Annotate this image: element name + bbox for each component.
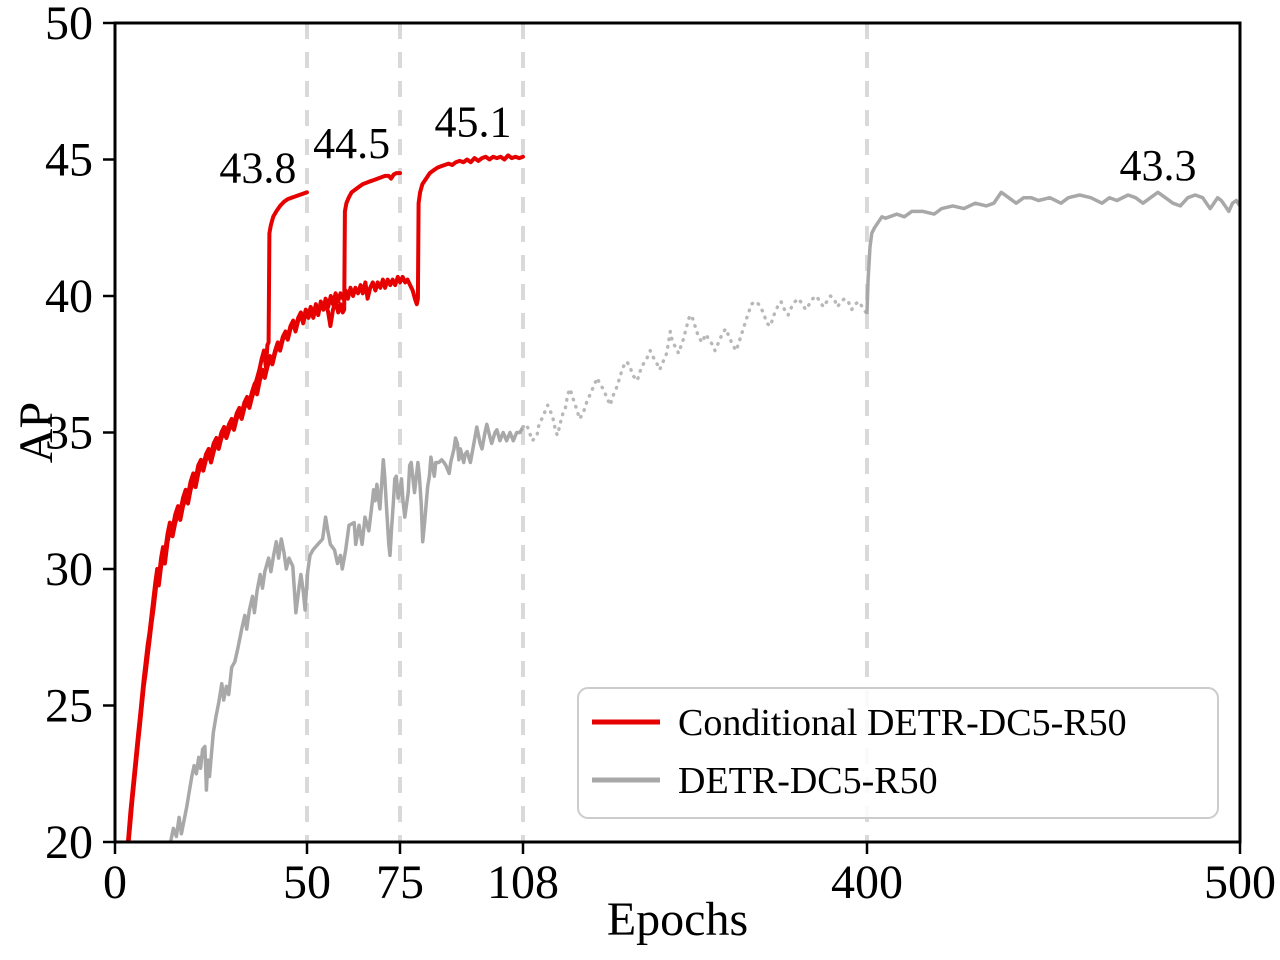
x-tick-label-0: 0 <box>103 856 127 909</box>
x-tick-label-400: 400 <box>831 856 903 909</box>
annotation-45.1: 45.1 <box>435 97 512 146</box>
legend-box <box>577 687 1219 819</box>
x-tick-label-50: 50 <box>283 856 331 909</box>
y-tick-label-20: 20 <box>45 816 93 869</box>
x-tick-label-75: 75 <box>376 856 424 909</box>
y-tick-label-35: 35 <box>45 407 93 460</box>
series-detr-dc5-r50-solid-early <box>168 422 525 842</box>
y-tick-label-30: 30 <box>45 543 93 596</box>
ticks: 0 50 75 108 400 500 20 25 30 35 40 45 50 <box>45 0 1276 909</box>
legend-label-1: DETR-DC5-R50 <box>678 760 938 802</box>
series-conditional-detr-dc5-r50-108ep <box>126 153 525 842</box>
y-axis-label: AP <box>10 402 63 463</box>
annotation-44.5: 44.5 <box>313 119 390 168</box>
y-tick-label-45: 45 <box>45 134 93 187</box>
y-tick-label-50: 50 <box>45 0 93 50</box>
x-tick-label-500: 500 <box>1204 856 1276 909</box>
legend-label-0: Conditional DETR-DC5-R50 <box>678 702 1127 744</box>
series-detr-dc5-r50-solid-late <box>865 190 1240 315</box>
x-tick-label-108: 108 <box>487 856 559 909</box>
annotations: 43.8 44.5 45.1 43.3 <box>219 97 1196 192</box>
series-conditional-detr-dc5-r50-50ep <box>126 190 309 842</box>
annotation-43.8: 43.8 <box>219 144 296 193</box>
series-detr-dc5-r50-dotted-extrapolated <box>521 294 869 443</box>
y-tick-label-40: 40 <box>45 270 93 323</box>
annotation-43.3: 43.3 <box>1119 141 1196 190</box>
x-axis-label: Epochs <box>607 893 748 946</box>
legend: Conditional DETR-DC5-R50 DETR-DC5-R50 <box>577 687 1219 819</box>
series-group <box>125 153 1240 842</box>
y-tick-label-25: 25 <box>45 680 93 733</box>
series-conditional-detr-dc5-r50-75ep <box>125 171 402 842</box>
